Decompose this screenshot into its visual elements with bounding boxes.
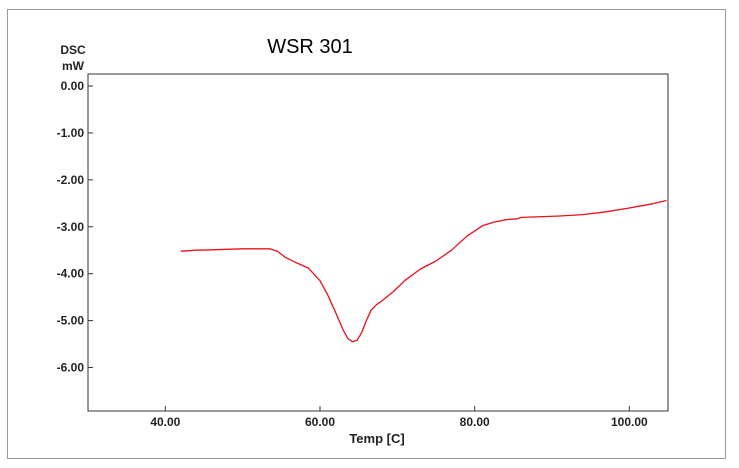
y-axis: 0.00 -1.00 -2.00 -3.00 -4.00 -5.00 -6.00 bbox=[57, 79, 93, 375]
y-tick-label: -1.00 bbox=[57, 126, 85, 140]
chart-title: WSR 301 bbox=[267, 36, 353, 58]
chart-frame bbox=[7, 9, 726, 459]
plot-area bbox=[87, 73, 669, 412]
series-group bbox=[180, 199, 667, 343]
x-axis: 40.00 60.00 80.00 100.00 bbox=[150, 406, 648, 429]
y-tick-label: -6.00 bbox=[57, 361, 85, 375]
y-tick-label: -5.00 bbox=[57, 314, 85, 328]
y-axis-label-dsc: DSC bbox=[60, 43, 86, 57]
x-axis-label: Temp [C] bbox=[349, 431, 404, 446]
x-tick-label: 60.00 bbox=[305, 415, 335, 429]
x-tick-label: 40.00 bbox=[150, 415, 180, 429]
y-tick-label: -4.00 bbox=[57, 267, 85, 281]
y-tick-label: -3.00 bbox=[57, 220, 85, 234]
x-tick-label: 100.00 bbox=[611, 415, 648, 429]
x-tick-label: 80.00 bbox=[460, 415, 490, 429]
y-tick-label: -2.00 bbox=[57, 173, 85, 187]
y-axis-label-unit: mW bbox=[62, 59, 85, 73]
dsc-curve bbox=[180, 199, 667, 343]
y-tick-label: 0.00 bbox=[61, 79, 85, 93]
